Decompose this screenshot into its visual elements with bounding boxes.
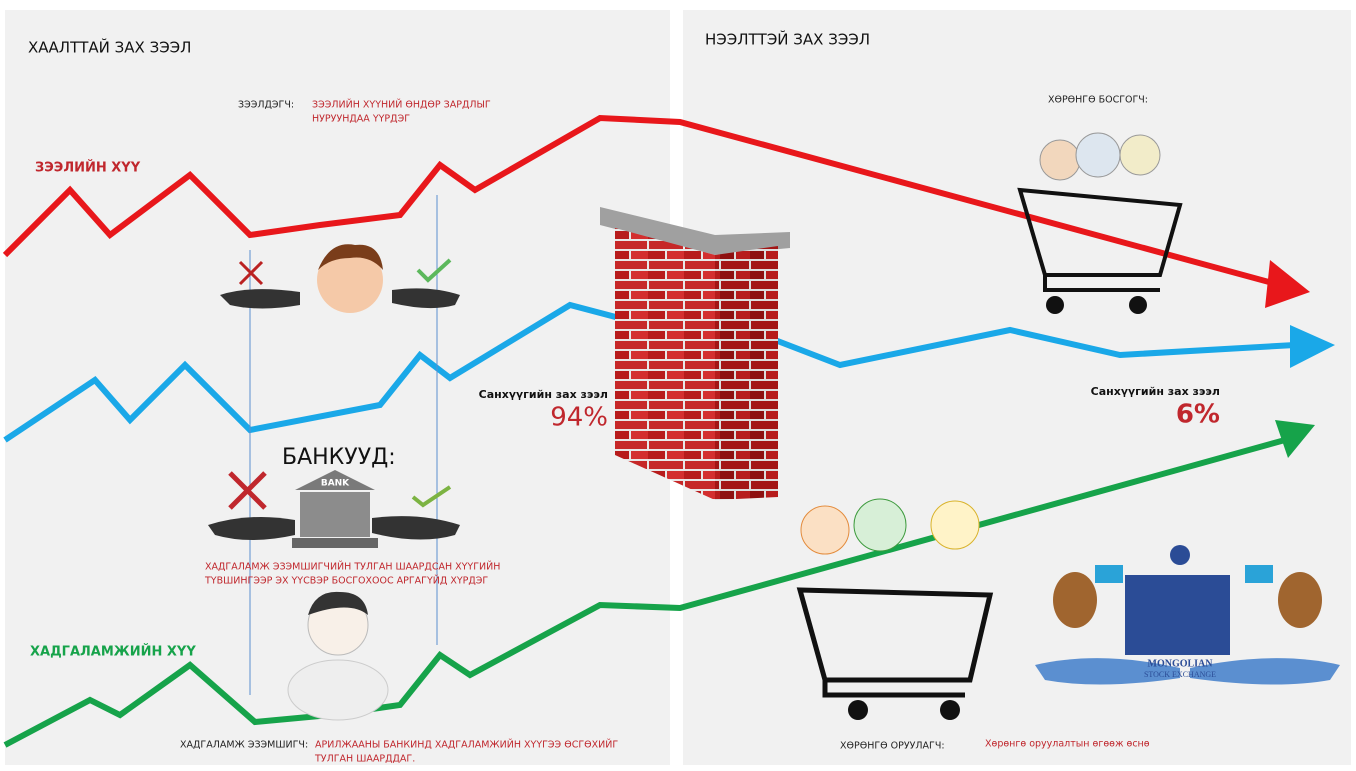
label: ХААЛТТАЙ ЗАХ ЗЭЭЛ <box>28 38 191 57</box>
wall-side <box>715 246 778 500</box>
label: АРИЛЖААНЫ БАНКИНД ХАДГАЛАМЖИЙН ХҮҮГЭЭ ӨС… <box>315 739 618 751</box>
label: Санхүүгийн зах зээл <box>1091 385 1220 398</box>
label: 6% <box>1176 400 1220 430</box>
label: ЗЭЭЛИЙН ХҮҮНИЙ ӨНДӨР ЗАРДЛЫГ <box>312 99 491 111</box>
label: ХАДГАЛАМЖ ЭЗЭМШИГЧИЙН ТУЛГАН ШААРДСАН ХҮ… <box>205 561 500 573</box>
right-panel <box>683 10 1351 765</box>
label: НУРУУНДАА ҮҮРДЭГ <box>312 114 410 125</box>
label: MONGOLIAN <box>1148 658 1214 669</box>
label: ХАДГАЛАМЖ ЭЗЭМШИГЧ: <box>180 740 308 751</box>
label: Хөрөнгө оруулалтын өгөөж өснө <box>985 739 1150 750</box>
bank-body <box>300 492 370 537</box>
label: ЗЭЭЛИЙН ХҮҮ <box>35 160 141 176</box>
label: Санхүүгийн зах зээл <box>479 388 608 401</box>
label: ХАДГАЛАМЖИЙН ХҮҮ <box>30 644 196 660</box>
depositor-body <box>288 660 388 720</box>
label: БАНКУУД: <box>282 445 396 470</box>
label: ЗЭЭЛДЭГЧ: <box>238 100 294 111</box>
label: ТҮВШИНГЭЭР ЭХ ҮҮСВЭР БОСГОХООС АРГАГҮЙД … <box>204 575 488 587</box>
label: ТУЛГАН ШААРДДАГ. <box>314 754 415 765</box>
label: НЭЭЛТТЭЙ ЗАХ ЗЭЭЛ <box>705 30 870 49</box>
bank-base <box>292 538 378 548</box>
label: ХӨРӨНГӨ БОСГОГЧ: <box>1048 95 1148 106</box>
wall-front <box>615 228 715 500</box>
label: ХӨРӨНГӨ ОРУУЛАГЧ: <box>840 741 945 752</box>
label: BANK <box>321 479 350 489</box>
label: STOCK EXCHANGE <box>1144 670 1216 679</box>
label: 94% <box>550 403 608 433</box>
infographic: ХААЛТТАЙ ЗАХ ЗЭЭЛ НЭЭЛТТЭЙ ЗАХ ЗЭЭЛ ЗЭЭЛДЭ… <box>0 0 1356 771</box>
